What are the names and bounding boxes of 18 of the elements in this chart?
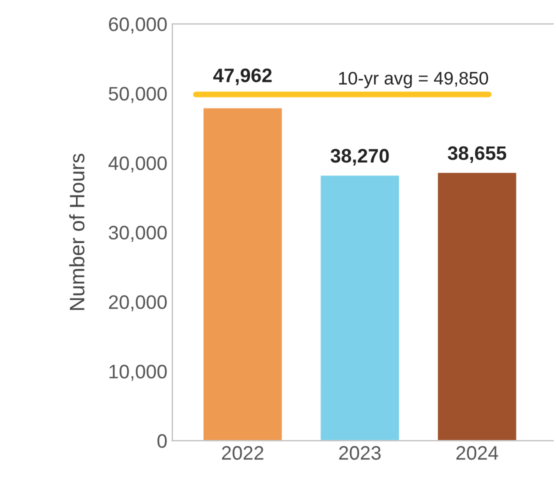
bar bbox=[202, 106, 284, 441]
ref-line-label: 10-yr avg = 49,850 bbox=[339, 72, 488, 88]
y-tick-label: 40,000 bbox=[108, 156, 167, 172]
x-tick-label: 2022 bbox=[222, 446, 264, 460]
data-label: 38,655 bbox=[448, 146, 506, 163]
y-tick-label: 50,000 bbox=[108, 86, 167, 103]
y-axis-title: Number of Hours bbox=[69, 154, 84, 310]
x-tick-label: 2023 bbox=[339, 446, 381, 460]
data-label: 47,962 bbox=[213, 68, 272, 86]
x-tick-label: 2024 bbox=[456, 446, 498, 460]
bar bbox=[436, 172, 518, 441]
bar bbox=[319, 174, 400, 441]
data-label: 38,270 bbox=[330, 148, 389, 166]
y-tick-label: 0 bbox=[157, 434, 167, 448]
y-tick-label: 20,000 bbox=[109, 295, 167, 312]
y-tick-label: 10,000 bbox=[110, 364, 167, 381]
y-tick-label: 60,000 bbox=[109, 17, 167, 34]
y-tick-label: 30,000 bbox=[108, 226, 167, 242]
